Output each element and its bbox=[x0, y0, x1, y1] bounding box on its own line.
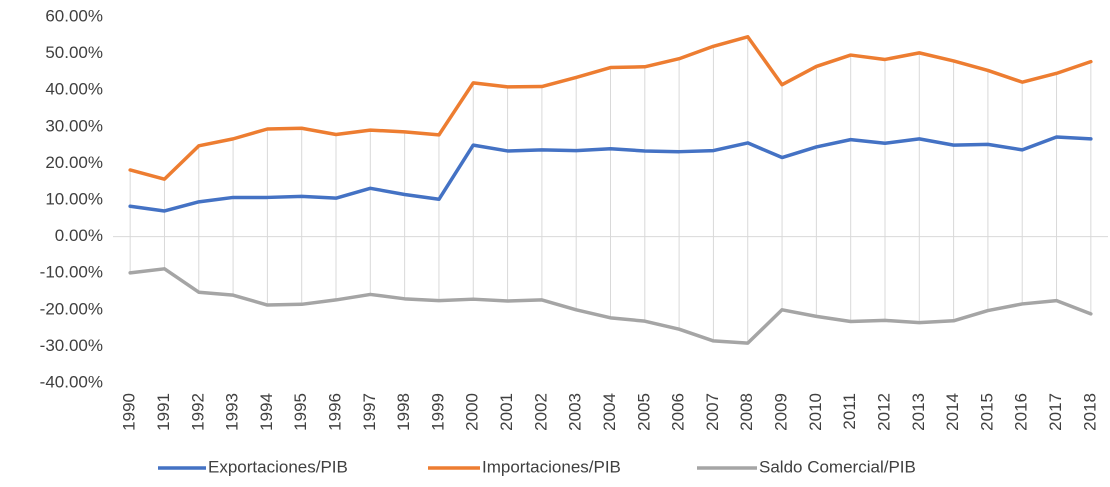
x-tick-label: 2007 bbox=[703, 393, 722, 431]
legend-label: Saldo Comercial/PIB bbox=[759, 457, 916, 476]
legend-label: Exportaciones/PIB bbox=[208, 457, 348, 476]
y-tick-label: -40.00% bbox=[40, 372, 103, 391]
x-tick-label: 2009 bbox=[772, 393, 791, 431]
x-tick-label: 1998 bbox=[394, 393, 413, 431]
x-tick-label: 1993 bbox=[223, 393, 242, 431]
y-tick-label: 10.00% bbox=[45, 189, 103, 208]
x-tick-label: 1994 bbox=[257, 393, 276, 431]
y-tick-label: 20.00% bbox=[45, 153, 103, 172]
x-tick-label: 2012 bbox=[874, 393, 893, 431]
x-tick-label: 1996 bbox=[326, 393, 345, 431]
x-tick-label: 1997 bbox=[360, 393, 379, 431]
x-tick-label: 2005 bbox=[634, 393, 653, 431]
x-tick-label: 2015 bbox=[977, 393, 996, 431]
x-tick-label: 2004 bbox=[600, 393, 619, 431]
x-tick-label: 1999 bbox=[428, 393, 447, 431]
x-tick-label: 2011 bbox=[840, 393, 859, 430]
x-tick-label: 1995 bbox=[291, 393, 310, 431]
y-tick-label: 50.00% bbox=[45, 43, 103, 62]
x-tick-label: 2018 bbox=[1080, 393, 1099, 431]
y-tick-label: -20.00% bbox=[40, 299, 103, 318]
y-tick-label: 30.00% bbox=[45, 116, 103, 135]
series-line bbox=[128, 135, 1093, 213]
x-tick-label: 2014 bbox=[943, 393, 962, 431]
x-tick-label: 2000 bbox=[463, 393, 482, 431]
y-tick-label: 0.00% bbox=[55, 226, 103, 245]
series-line bbox=[128, 267, 1093, 345]
y-tick-label: -30.00% bbox=[40, 336, 103, 355]
series-line bbox=[128, 35, 1093, 181]
x-tick-label: 2008 bbox=[737, 393, 756, 431]
y-tick-label: 40.00% bbox=[45, 80, 103, 99]
x-tick-label: 2016 bbox=[1012, 393, 1031, 431]
x-tick-label: 1992 bbox=[188, 393, 207, 431]
y-tick-label: 60.00% bbox=[45, 6, 103, 25]
x-tick-label: 2013 bbox=[909, 393, 928, 431]
x-tick-label: 2002 bbox=[531, 393, 550, 431]
x-tick-label: 2003 bbox=[566, 393, 585, 431]
y-tick-label: -10.00% bbox=[40, 263, 103, 282]
x-tick-label: 2010 bbox=[806, 393, 825, 431]
x-tick-label: 2006 bbox=[669, 393, 688, 431]
x-tick-label: 2017 bbox=[1046, 393, 1065, 431]
x-tick-label: 1991 bbox=[154, 393, 173, 431]
x-tick-label: 1990 bbox=[120, 393, 139, 431]
legend-label: Importaciones/PIB bbox=[482, 457, 621, 476]
x-tick-label: 2001 bbox=[497, 393, 516, 431]
